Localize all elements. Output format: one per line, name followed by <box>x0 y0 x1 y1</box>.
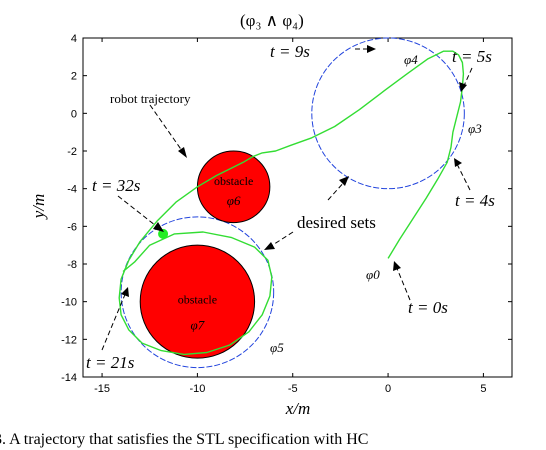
desired-sets-layer <box>120 37 465 369</box>
y-axis-label: y/m <box>29 194 48 221</box>
x-tick-label-3: 0 <box>385 383 391 395</box>
x-tick-label-4: 5 <box>480 383 486 395</box>
annotation-t4: t = 4s <box>455 191 495 210</box>
obstacle-circle-1 <box>139 244 256 359</box>
arrowhead-t4 <box>454 158 462 167</box>
trajectory-layer <box>118 50 465 356</box>
annotation-robot-trajectory: robot trajectory <box>110 91 191 106</box>
desired-set-circle-1 <box>311 37 465 190</box>
annotation-t9: t = 9s <box>270 42 310 61</box>
arrowhead-desired-left <box>264 242 275 250</box>
annotation-t21: t = 21s <box>86 353 135 372</box>
annotation-t5: t = 5s <box>452 47 492 66</box>
arrowhead-t5 <box>459 82 467 92</box>
obstacle-label-1: obstacle <box>178 293 217 307</box>
desired-set-circle-0 <box>120 216 275 369</box>
x-tick-label-0: -15 <box>94 383 110 395</box>
y-tick-label-7: -10 <box>61 297 77 309</box>
trajectory-line <box>118 50 465 356</box>
arrow-robot-trajectory <box>149 104 186 156</box>
annotation-t32: t = 32s <box>92 176 141 195</box>
y-tick-label-9: -14 <box>61 372 77 384</box>
header-fragment: (φ₃ ∧ φ₄) <box>240 11 304 30</box>
region-label-phi3: φ3 <box>468 121 482 136</box>
arrowhead-t9 <box>367 45 376 53</box>
obstacle-region-label-0: φ6 <box>227 193 241 208</box>
arrowhead-desired-right <box>339 176 349 186</box>
region-label-phi0: φ0 <box>366 267 380 282</box>
y-tick-label-2: 0 <box>71 108 77 120</box>
annotation-desired-sets: desired sets <box>297 213 376 232</box>
y-tick-label-6: -8 <box>67 259 77 271</box>
arrowhead-t32 <box>153 222 164 232</box>
x-tick-label-2: -5 <box>288 383 298 395</box>
figure-caption: 3. A trajectory that satisfies the STL s… <box>0 431 368 448</box>
y-tick-label-1: 2 <box>71 71 77 83</box>
arrow-t32 <box>117 195 161 230</box>
arrow-t0 <box>395 265 411 301</box>
arrow-desired-sets-right <box>327 179 347 201</box>
region-label-phi5: φ5 <box>270 340 284 355</box>
arrowhead-t0 <box>393 261 401 271</box>
obstacle-region-label-1: φ7 <box>191 318 205 333</box>
y-tick-label-8: -12 <box>61 334 77 346</box>
arrow-t21 <box>101 291 127 351</box>
obstacle-label-0: obstacle <box>214 174 253 188</box>
annotation-t0: t = 0s <box>408 298 448 317</box>
x-axis-label: x/m <box>285 399 311 418</box>
axis-ticks: -15 -10 -5 0 5 4 2 0 -2 -4 -6 -8 -10 -12 -14 <box>61 33 512 395</box>
region-label-phi4: φ4 <box>404 52 418 67</box>
arrow-heads <box>121 45 467 297</box>
arrowhead-robot-trajectory <box>178 147 187 158</box>
x-tick-label-1: -10 <box>189 383 205 395</box>
y-tick-label-5: -6 <box>67 221 77 233</box>
obstacles-layer: obstacle φ6 obstacle φ7 <box>139 150 271 359</box>
plot-frame <box>82 37 513 378</box>
y-tick-label-0: 4 <box>71 33 77 45</box>
y-tick-label-4: -4 <box>67 184 77 196</box>
y-tick-label-3: -2 <box>67 146 77 158</box>
arrow-t4 <box>455 161 471 191</box>
trajectory-marker <box>158 228 169 239</box>
arrowhead-t21 <box>121 287 129 297</box>
